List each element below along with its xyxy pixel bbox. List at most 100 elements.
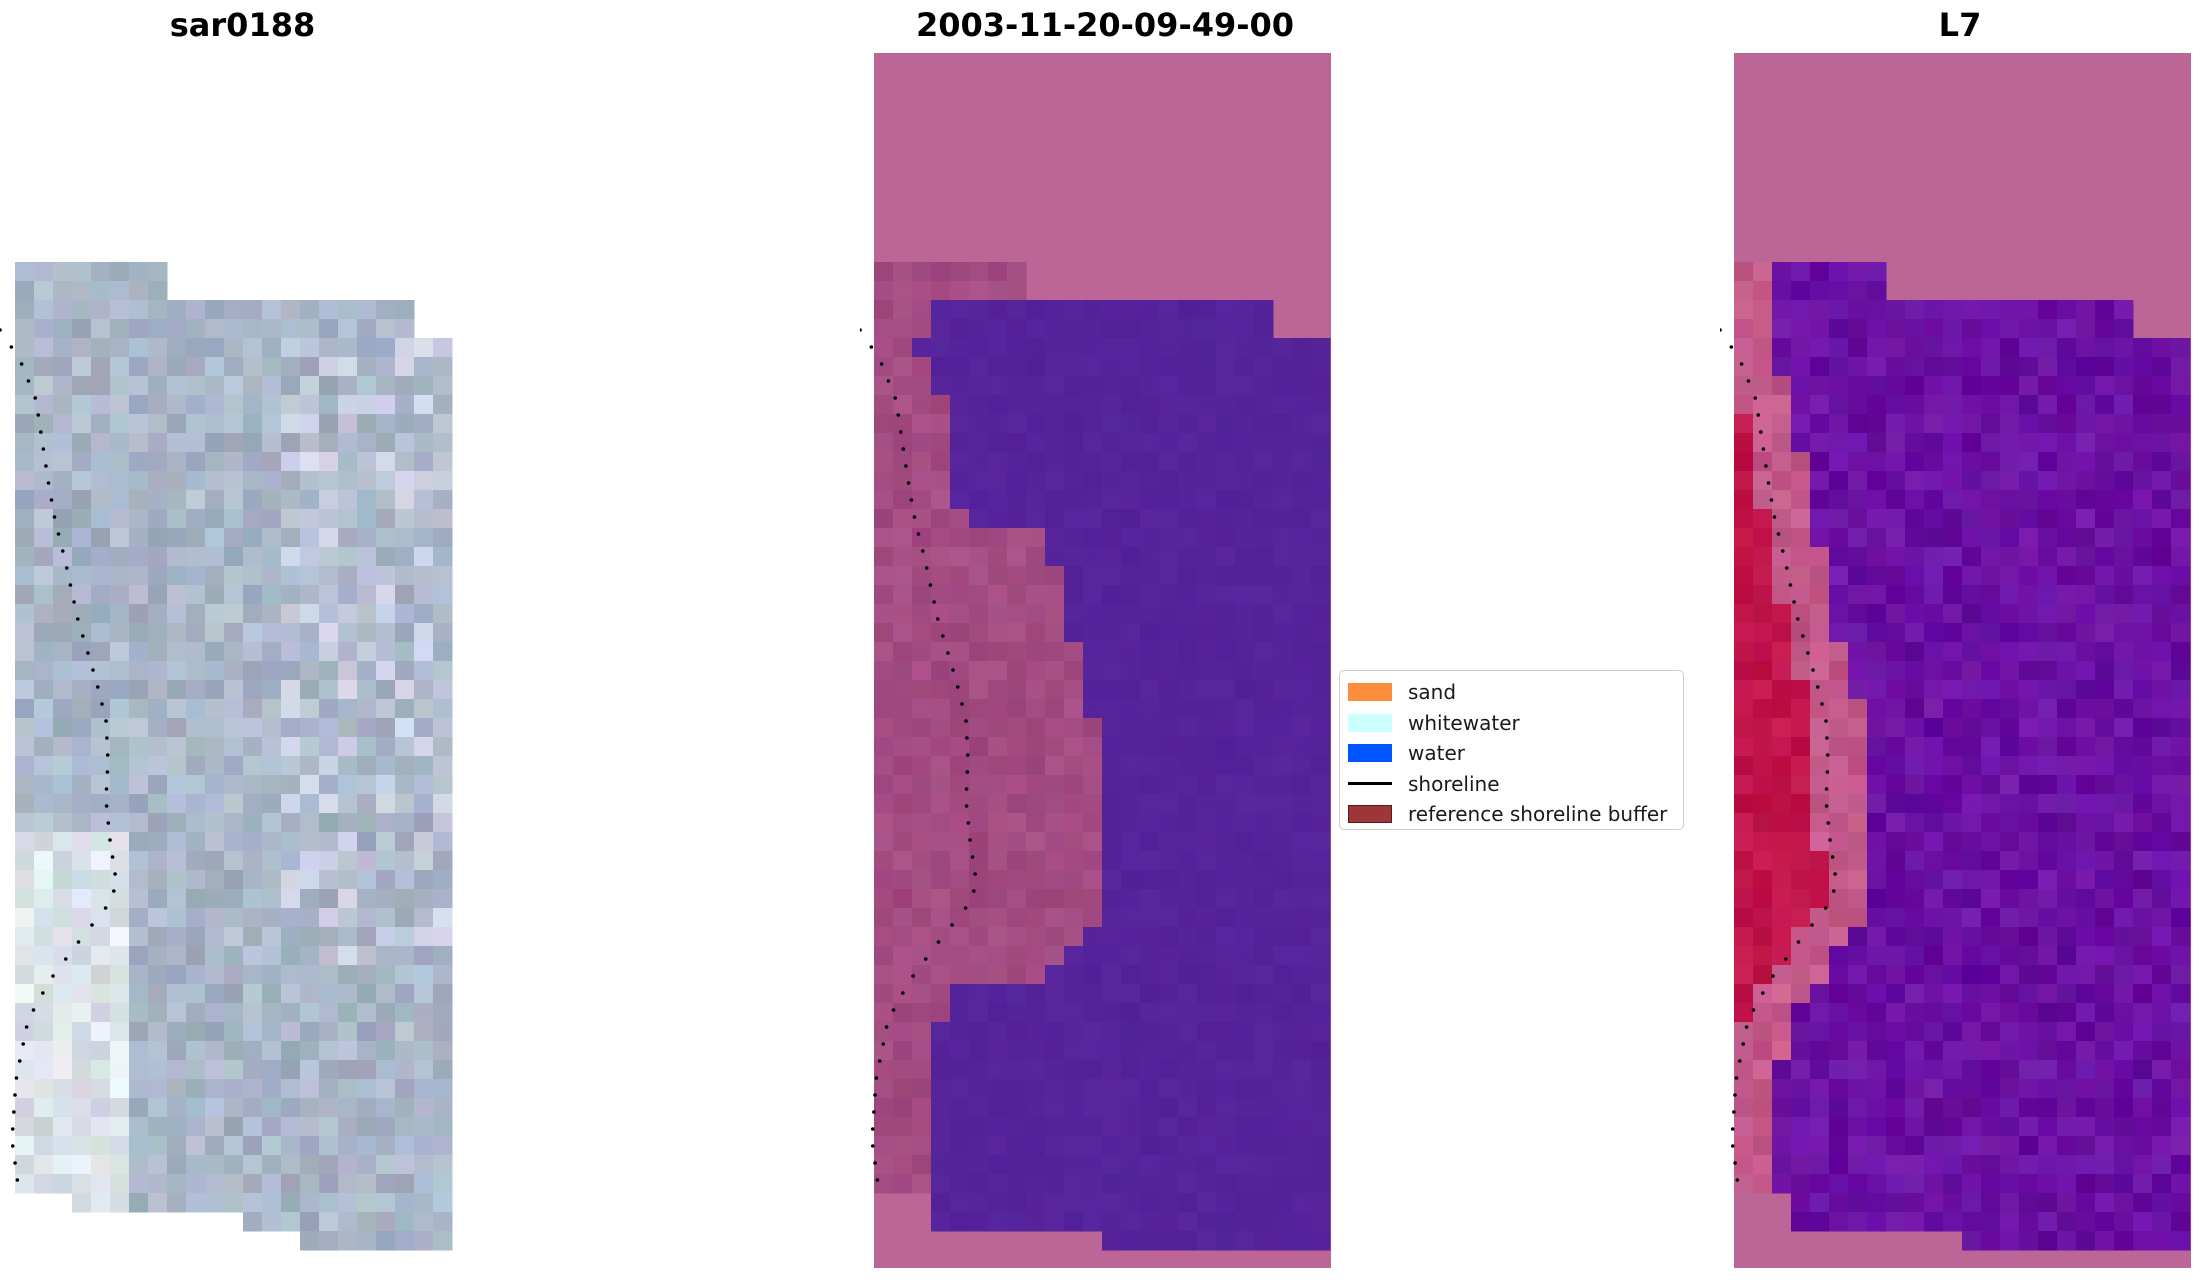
shoreline-point <box>1753 396 1757 400</box>
shoreline-point <box>936 940 941 944</box>
shoreline-point <box>932 600 936 604</box>
shoreline-point <box>51 974 55 978</box>
legend-item-shoreline: shoreline <box>1348 769 1675 800</box>
shoreline-point <box>1832 889 1836 893</box>
legend-item-water: water <box>1348 738 1675 769</box>
shoreline-point <box>0 328 2 332</box>
shoreline-point <box>15 1178 20 1182</box>
shoreline-point <box>904 464 908 468</box>
legend-label-sand: sand <box>1408 680 1457 705</box>
shoreline-point <box>873 1161 877 1165</box>
shoreline-point <box>1759 430 1763 434</box>
shoreline-point <box>108 838 112 842</box>
shoreline-point <box>39 430 43 434</box>
shoreline-point <box>9 345 14 349</box>
shoreline-point <box>1788 583 1793 587</box>
shoreline-point <box>906 481 911 485</box>
shoreline-point <box>103 906 108 910</box>
shoreline-point <box>896 413 901 417</box>
shoreline-point <box>935 617 940 621</box>
mndwi-pixels <box>1734 53 2191 1268</box>
shoreline-point <box>46 481 51 485</box>
shoreline-point <box>860 328 862 332</box>
mndwi-shoreline <box>1720 328 1837 1182</box>
shoreline-point <box>1815 685 1820 689</box>
shoreline-point <box>112 889 116 893</box>
shoreline-point <box>960 702 964 706</box>
shoreline-point <box>14 1076 19 1080</box>
classified-pixels <box>874 53 1331 1268</box>
shoreline-point <box>869 345 874 349</box>
shoreline-point <box>1769 498 1774 502</box>
shoreline-point <box>105 770 110 774</box>
legend-item-sand: sand <box>1348 677 1675 708</box>
shoreline-point <box>1734 1076 1739 1080</box>
shoreline-point <box>872 1110 876 1114</box>
shoreline-point <box>1766 481 1771 485</box>
shoreline-point <box>873 1093 877 1097</box>
shoreline-point <box>49 498 54 502</box>
shoreline-point <box>60 549 65 553</box>
shoreline-point <box>965 770 970 774</box>
shoreline-point <box>928 583 933 587</box>
shoreline-point <box>75 617 80 621</box>
shoreline-point <box>41 447 46 451</box>
shoreline-point <box>874 1076 879 1080</box>
shoreline-point <box>1738 1059 1742 1063</box>
rgb-shoreline <box>0 328 117 1182</box>
shoreline-point <box>886 379 891 383</box>
shoreline-point <box>1826 821 1831 825</box>
shoreline-point <box>923 957 928 961</box>
shoreline-point <box>1806 651 1810 655</box>
shoreline-point <box>941 634 945 638</box>
shoreline-point <box>955 685 960 689</box>
shoreline-point <box>1825 736 1829 740</box>
shoreline-point <box>105 753 110 757</box>
shoreline-point <box>950 923 954 927</box>
shoreline-point <box>1733 1161 1737 1165</box>
shoreline-point <box>1720 328 1722 332</box>
shoreline-point <box>972 889 976 893</box>
shoreline-point <box>951 668 955 672</box>
shoreline-point <box>113 872 117 876</box>
shoreline-point <box>10 1127 15 1131</box>
shoreline-point <box>1735 1178 1740 1182</box>
shoreline-point <box>31 1008 36 1012</box>
reference-buffer-swatch <box>1348 805 1392 824</box>
shoreline-point <box>916 532 921 536</box>
shoreline-point <box>21 1042 26 1046</box>
shoreline-point <box>1820 702 1824 706</box>
shoreline-point <box>1772 515 1777 519</box>
shoreline-point <box>1824 787 1829 791</box>
shoreline-point <box>1796 940 1801 944</box>
shoreline-point <box>1810 923 1814 927</box>
shoreline-point <box>970 855 975 859</box>
shoreline-point <box>870 1127 875 1131</box>
shoreline-point <box>52 515 57 519</box>
shoreline-point <box>879 362 884 366</box>
shoreline-point <box>964 787 969 791</box>
shoreline-point <box>1824 804 1829 808</box>
shoreline-point <box>12 1110 16 1114</box>
shoreline-point <box>63 957 68 961</box>
shoreline-point <box>95 685 100 689</box>
shoreline-point <box>56 532 61 536</box>
shoreline-point <box>893 396 897 400</box>
shoreline-point <box>91 668 95 672</box>
shoreline-point <box>1811 668 1815 672</box>
shoreline-point <box>64 566 69 570</box>
shoreline-point <box>104 804 109 808</box>
shoreline-point <box>912 515 917 519</box>
shoreline-point <box>105 736 109 740</box>
shoreline-point <box>884 1025 889 1029</box>
shoreline-point <box>1732 1110 1736 1114</box>
shoreline-point <box>1784 566 1789 570</box>
legend-item-whitewater: whitewater <box>1348 708 1675 739</box>
title-mndwi: L7 <box>1938 6 1982 44</box>
shoreline-point <box>76 940 81 944</box>
shoreline-point <box>1739 362 1744 366</box>
shoreline-point <box>964 804 969 808</box>
shoreline-point <box>18 1059 22 1063</box>
shoreline-point <box>1744 1025 1749 1029</box>
shoreline-point <box>1730 1127 1735 1131</box>
